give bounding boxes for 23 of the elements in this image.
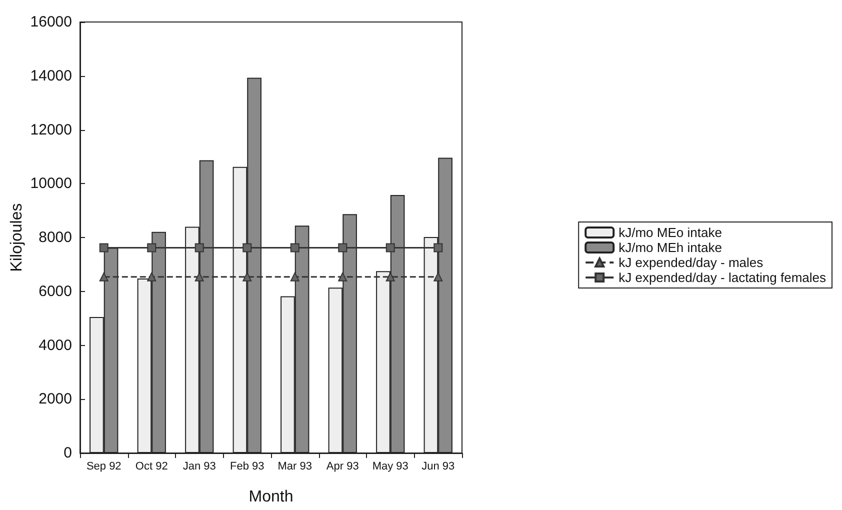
y-tick-label: 2000 [38,390,72,408]
x-tick-label: May 93 [372,460,408,472]
y-tick-label: 14000 [30,67,72,84]
y-tick-label: 16000 [30,14,72,30]
x-tick-label: Sep 92 [86,460,122,472]
x-tick-label: Jan 93 [182,460,216,472]
legend-label: kJ expended/day - lactating females [618,270,826,285]
x-tick-label: Mar 93 [278,460,312,472]
x-tick-label: Oct 92 [135,460,168,472]
legend-label: kJ/mo MEh intake [618,240,722,255]
y-tick-label: 8000 [38,229,72,246]
y-tick-label: 0 [64,444,72,462]
y-tick-label: 12000 [30,121,72,138]
x-tick-label: Feb 93 [230,460,264,472]
legend-label: kJ expended/day - males [618,255,764,270]
x-tick-label: Apr 93 [326,460,359,472]
x-tick-label: Jun 93 [422,460,455,472]
y-tick-label: 6000 [38,282,72,300]
y-tick-label: 10000 [30,175,72,192]
y-axis-title: Kilojoules [8,203,26,272]
y-tick-label: 4000 [38,336,72,354]
legend-label: kJ/mo MEo intake [618,225,722,240]
x-axis-title: Month [248,488,294,506]
